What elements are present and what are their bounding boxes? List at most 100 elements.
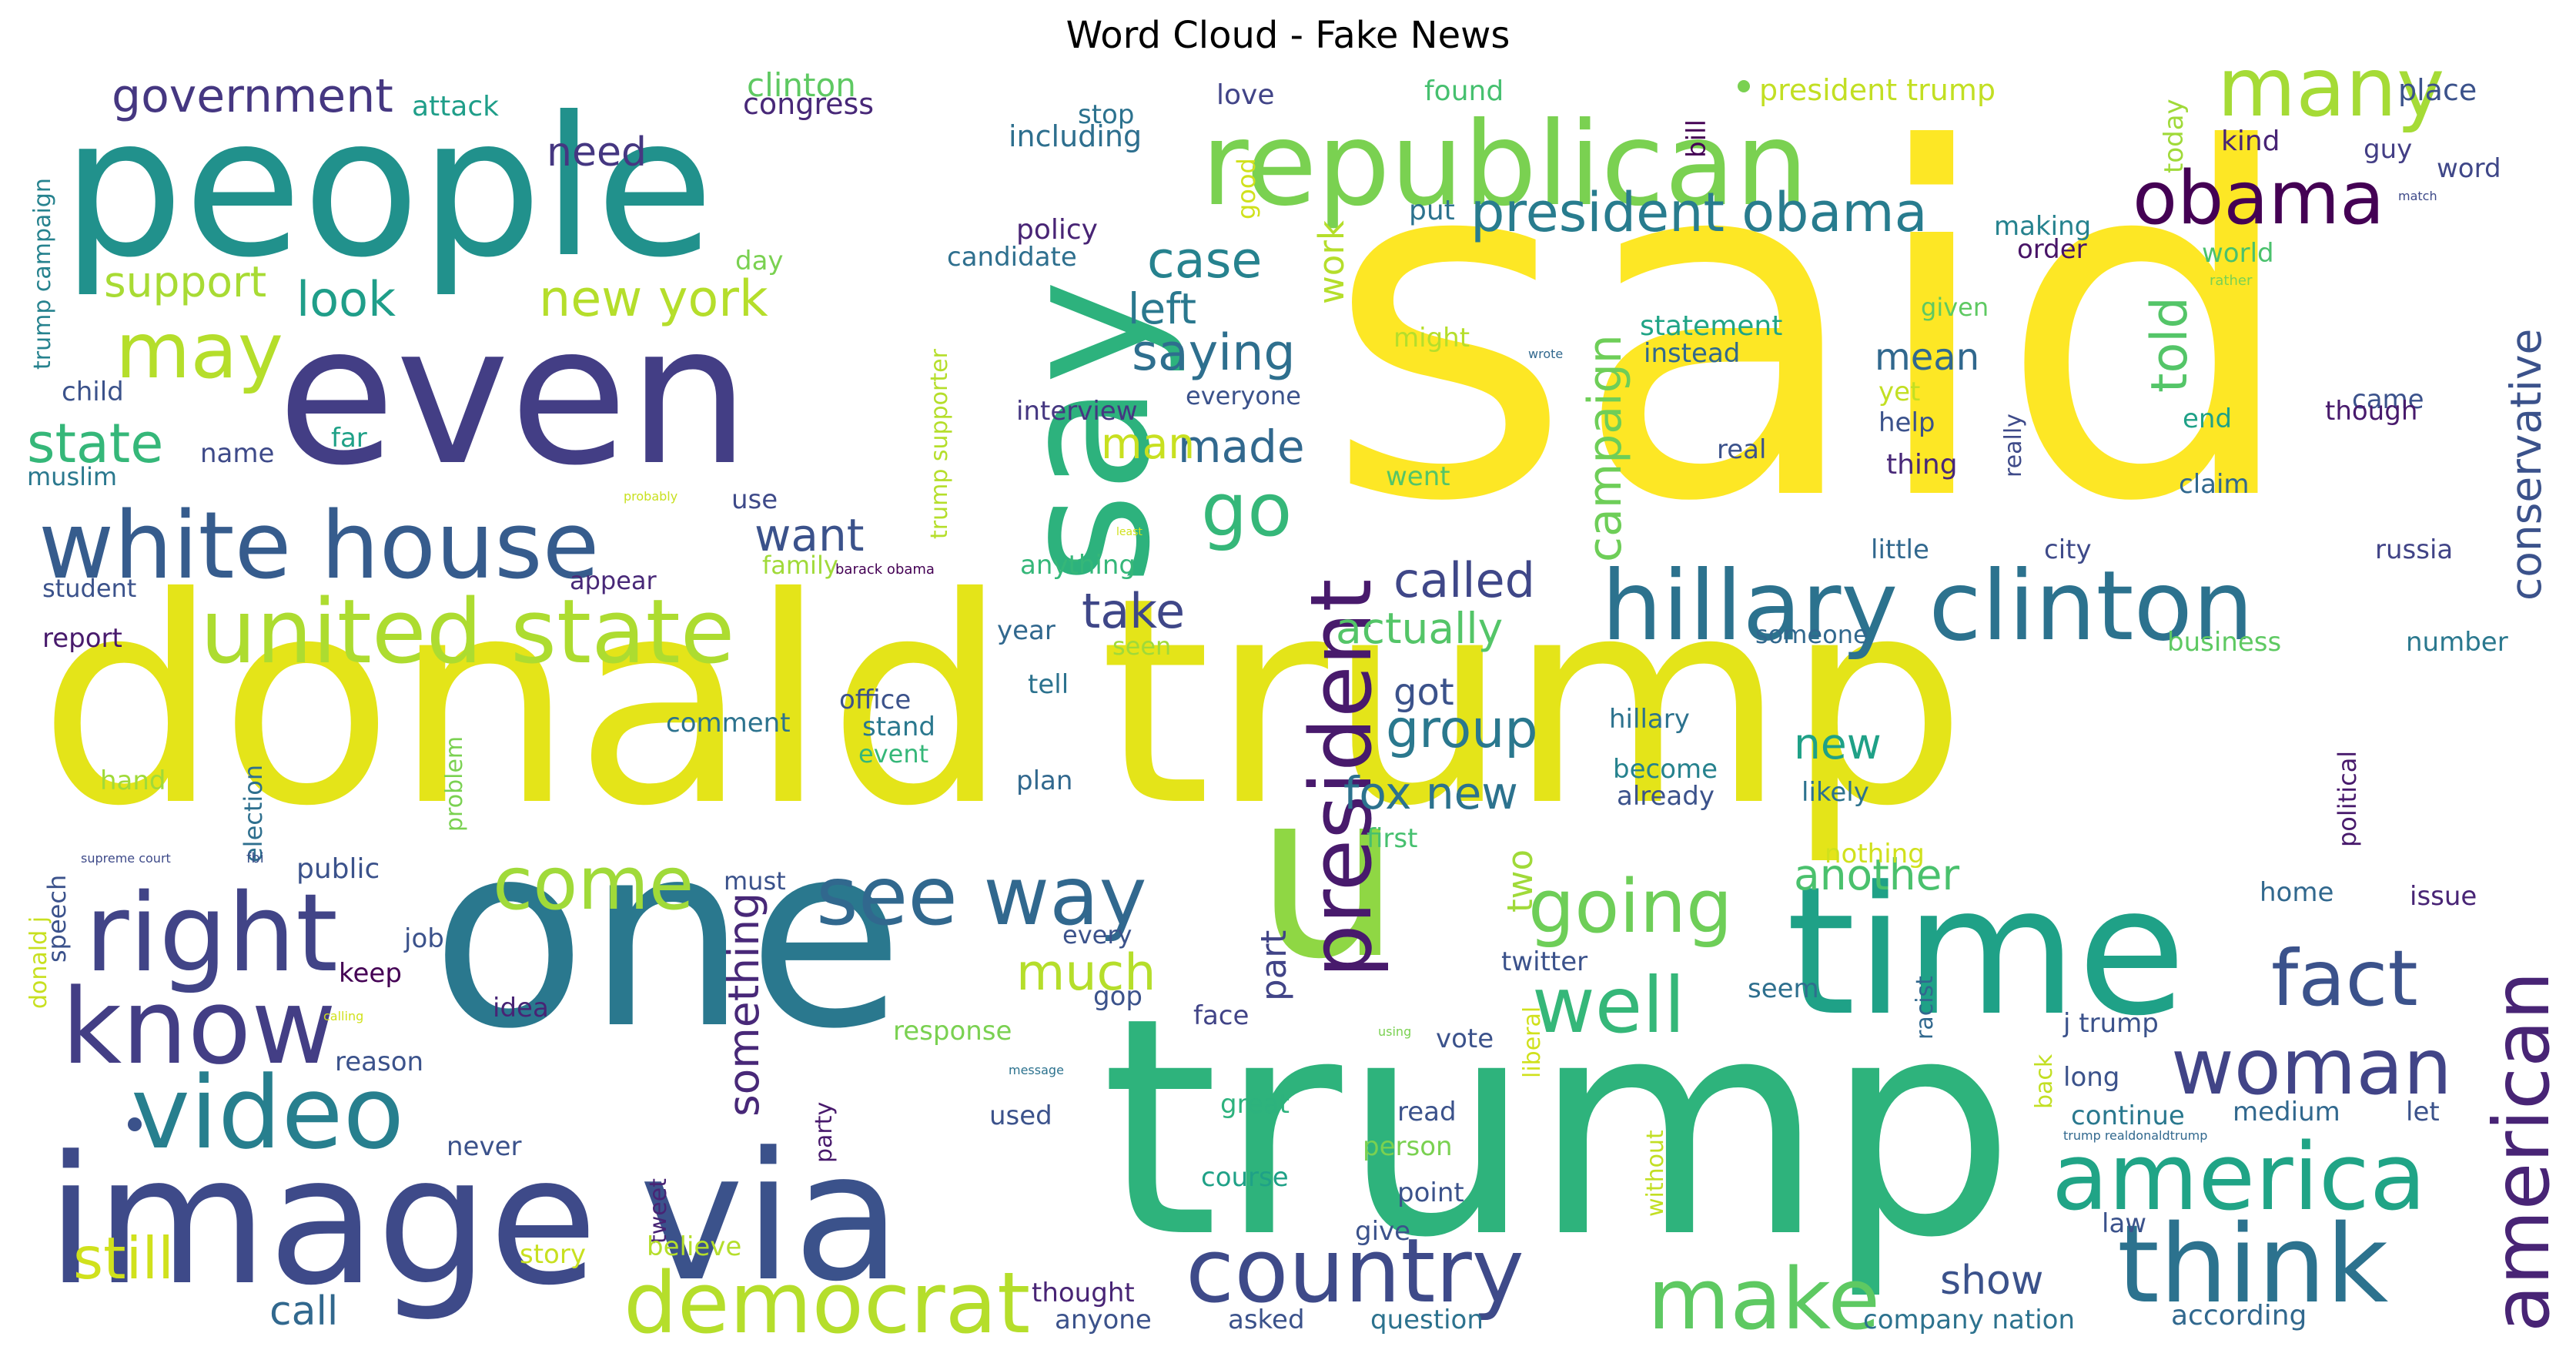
word-man: man: [1101, 419, 1195, 468]
word-wrote: wrote: [1528, 347, 1563, 361]
word-might: might: [1393, 323, 1470, 353]
word-good: good: [1232, 158, 1261, 219]
word-government: government: [112, 69, 393, 123]
word-used: used: [989, 1100, 1052, 1131]
word-election: election: [239, 765, 268, 863]
word-time: time: [1786, 849, 2186, 1055]
word-anything: anything: [1020, 550, 1136, 581]
word-asked: asked: [1228, 1305, 1305, 1335]
word-yet: yet: [1878, 377, 1920, 407]
word-statement: statement: [1640, 310, 1782, 342]
word-case: case: [1147, 232, 1262, 290]
word-issue: issue: [2410, 881, 2477, 912]
word-hillary: hillary: [1609, 704, 1690, 735]
word-really: really: [2000, 414, 2027, 477]
word-two: two: [1500, 849, 1541, 913]
word-donald-trump: donald trump: [38, 538, 1967, 869]
word-mean: mean: [1875, 336, 1979, 379]
word-go: go: [1201, 468, 1292, 553]
word-twitter: twitter: [1501, 946, 1587, 977]
word-family: family: [762, 551, 838, 580]
word-candidate: candidate: [947, 242, 1077, 273]
word-president-trump: president trump: [1759, 73, 1996, 107]
word-everyone: everyone: [1186, 381, 1301, 410]
word-rather: rather: [2210, 273, 2253, 289]
word-found: found: [1424, 75, 1504, 107]
word-video: video: [131, 1054, 404, 1171]
word-trump-realdonaldtrump: trump realdonaldtrump: [2063, 1128, 2207, 1143]
word-gop: gop: [1093, 981, 1142, 1012]
word-point: point: [1397, 1177, 1464, 1208]
word-campaign: campaign: [1578, 334, 1632, 562]
word-take: take: [1082, 583, 1185, 639]
word-problem: problem: [441, 736, 468, 832]
word-fbi: fbi: [246, 850, 264, 866]
word-vote: vote: [1436, 1023, 1494, 1054]
word-response: response: [893, 1016, 1012, 1047]
word-event: event: [858, 739, 928, 769]
word-hillary-clinton: hillary clinton: [1601, 551, 2253, 662]
word-plan: plan: [1016, 765, 1072, 796]
word-claim: claim: [2179, 469, 2250, 500]
word-bill: bill: [1681, 119, 1712, 158]
word-face: face: [1193, 1000, 1249, 1031]
word-question: question: [1370, 1305, 1484, 1335]
word-interview: interview: [1016, 396, 1138, 427]
word-keep: keep: [339, 958, 402, 989]
word-trump: trump: [1101, 953, 2016, 1303]
word-public: public: [296, 853, 380, 885]
word-see-way: see way: [816, 849, 1147, 943]
word-american: american: [2477, 971, 2567, 1332]
word-barack-obama: barack obama: [835, 561, 935, 578]
word-calling: calling: [323, 1009, 363, 1023]
word-via: via: [639, 1115, 902, 1321]
word-seem: seem: [1748, 973, 1819, 1004]
word-message: message: [1009, 1063, 1064, 1077]
word-using: using: [1378, 1024, 1411, 1039]
word-already: already: [1617, 781, 1715, 812]
word-much: much: [1016, 944, 1156, 1002]
word-though: though: [2325, 396, 2417, 427]
word-made: made: [1178, 420, 1305, 473]
word-political: political: [2333, 751, 2362, 847]
word-actually: actually: [1336, 604, 1503, 653]
word-show: show: [1940, 1258, 2043, 1304]
word-say: say: [984, 280, 1189, 585]
word-j-trump: j trump: [2062, 1008, 2159, 1039]
word-even: even: [277, 283, 750, 507]
word-number: number: [2406, 627, 2508, 658]
word-stand: stand: [862, 712, 935, 742]
word-conservative: conservative: [2501, 329, 2551, 601]
word-word: word: [2437, 153, 2501, 184]
word-business: business: [2167, 627, 2281, 658]
word-medium: medium: [2233, 1097, 2340, 1127]
word-state: state: [27, 412, 163, 475]
word-going: going: [1528, 865, 1732, 950]
word-nothing: nothing: [1825, 839, 1925, 869]
word-hand: hand: [100, 765, 166, 796]
dot-mark: [128, 1117, 142, 1131]
word-policy: policy: [1016, 214, 1098, 246]
word-including: including: [1009, 119, 1142, 153]
word-image: image: [46, 1119, 597, 1325]
word-something: something: [719, 893, 768, 1117]
word-continue: continue: [2071, 1100, 2185, 1131]
word-call: call: [269, 1288, 338, 1335]
word-work: work: [1311, 220, 1352, 304]
word-another: another: [1794, 850, 1959, 899]
word-city: city: [2044, 534, 2092, 565]
word-job: job: [403, 923, 444, 954]
word-saying: saying: [1132, 324, 1296, 382]
word-america: america: [2052, 1124, 2426, 1231]
word-new-york: new york: [539, 270, 768, 328]
word-never: never: [447, 1131, 522, 1162]
word-anyone: anyone: [1055, 1305, 1152, 1335]
word-tell: tell: [1028, 669, 1069, 700]
word-given: given: [1921, 293, 1989, 322]
word-president-obama: president obama: [1470, 181, 1927, 244]
word-need: need: [547, 129, 647, 176]
word-many: many: [2217, 41, 2444, 135]
word-come: come: [493, 842, 694, 926]
word-white-house: white house: [38, 493, 599, 600]
